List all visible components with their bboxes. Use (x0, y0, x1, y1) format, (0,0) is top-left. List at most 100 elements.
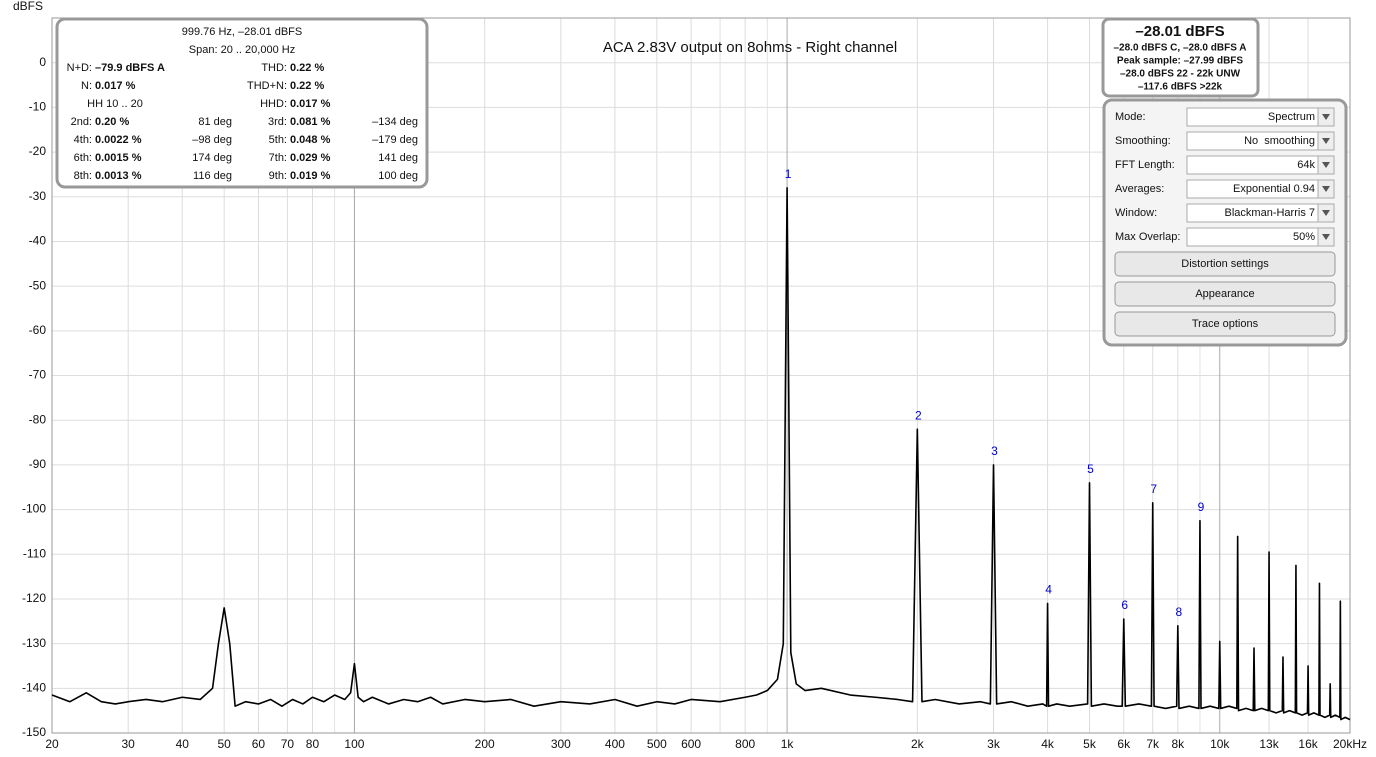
dropdown-value[interactable]: Exponential 0.94 (1233, 183, 1315, 195)
y-tick-label: -40 (29, 234, 47, 248)
panel-value: 0.0022 % (95, 134, 142, 146)
panel-value: 0.017 % (290, 98, 331, 110)
dropdown[interactable]: No smoothing (1186, 131, 1335, 151)
chart-title: ACA 2.83V output on 8ohms - Right channe… (603, 39, 897, 56)
phase: 100 deg (378, 170, 418, 182)
x-tick-label: 70 (281, 737, 295, 751)
dropdown[interactable]: Spectrum (1186, 107, 1335, 127)
panel-value: 0.22 % (290, 80, 324, 92)
panel-value: 0.0013 % (95, 170, 142, 182)
button-label[interactable]: Distortion settings (1181, 258, 1269, 270)
x-tick-label: 6k (1117, 737, 1131, 751)
y-tick-label: -120 (22, 591, 46, 605)
measurement-texts: 999.76 Hz, –28.01 dBFS Span: 20 .. 20,000… (67, 26, 418, 182)
panel-label: N+D: (67, 62, 92, 74)
panel-label: 9th: (269, 170, 287, 182)
panel-value: –79.9 dBFS A (95, 62, 165, 74)
y-tick-label: -150 (22, 725, 46, 739)
y-tick-label: -60 (29, 323, 47, 337)
controls: Mode: Spectrum Smoothing: No smoothing FFT L… (1114, 107, 1336, 337)
y-tick-label: -10 (29, 100, 47, 114)
dropdown[interactable]: Blackman-Harris 7 (1186, 203, 1335, 223)
button[interactable]: Trace options (1114, 311, 1336, 337)
y-tick-label: -50 (29, 278, 47, 292)
harmonic-label: 8 (1175, 605, 1182, 619)
y-tick-label: -110 (23, 546, 46, 560)
dropdown-arrow (1322, 210, 1330, 216)
x-tick-label: 400 (605, 737, 625, 751)
setting-label: Mode: (1115, 111, 1146, 123)
x-tick-label: 50 (217, 737, 231, 751)
x-tick-label: 200 (475, 737, 495, 751)
panel-label: 7th: (269, 152, 287, 164)
button[interactable]: Appearance (1114, 281, 1336, 307)
trace-layer: 1 2 3 4 5 6 7 8 9 (51, 167, 1351, 721)
button-face (1114, 281, 1336, 307)
level-line: –28.0 dBFS 22 - 22k UNW (1120, 69, 1241, 80)
x-tick-label: 16k (1298, 737, 1318, 751)
dropdown-arrow (1322, 186, 1330, 192)
x-tick-label: 1k (781, 737, 795, 751)
phase: 174 deg (192, 152, 232, 164)
button-face (1114, 251, 1336, 277)
panel-header: Span: 20 .. 20,000 Hz (189, 44, 295, 56)
level-main: –28.01 dBFS (1135, 23, 1224, 40)
button-label[interactable]: Appearance (1195, 288, 1254, 300)
dropdown-value[interactable]: Spectrum (1268, 111, 1315, 123)
y-tick-label: -130 (22, 636, 46, 650)
x-tick-label: 20 (45, 737, 59, 751)
dropdown[interactable]: 64k (1186, 155, 1335, 175)
dropdown[interactable]: Exponential 0.94 (1186, 179, 1335, 199)
dropdown-value[interactable]: 50% (1293, 231, 1315, 243)
phase: –179 deg (372, 134, 418, 146)
setting-label: Max Overlap: (1115, 231, 1180, 243)
harmonic-label: 4 (1045, 583, 1052, 597)
setting-label: FFT Length: (1115, 159, 1175, 171)
dropdown-arrow (1322, 138, 1330, 144)
x-tick-label: 600 (681, 737, 701, 751)
harmonic-label: 9 (1198, 500, 1205, 514)
y-tick-label: -70 (29, 368, 47, 382)
y-tick-label: -140 (22, 680, 46, 694)
y-tick-label: -90 (29, 457, 47, 471)
button-label[interactable]: Trace options (1192, 318, 1259, 330)
setting-label: Window: (1115, 207, 1157, 219)
y-axis-label: dBFS (13, 0, 43, 13)
x-tick-label: 10k (1210, 737, 1230, 751)
dropdown-value[interactable]: 64k (1297, 159, 1315, 171)
button[interactable]: Distortion settings (1114, 251, 1336, 277)
panel-value: 0.019 % (290, 170, 331, 182)
x-tick-label: 3k (987, 737, 1001, 751)
level-line: –117.6 dBFS >22k (1138, 82, 1223, 93)
panel-value: 0.0015 % (95, 152, 142, 164)
dropdown-arrow (1322, 162, 1330, 168)
panel-label: N: (81, 80, 92, 92)
measurement-panel (55, 17, 429, 189)
plot-border (51, 17, 1351, 734)
dropdown-arrow (1322, 114, 1330, 120)
panel-label: THD: (261, 62, 287, 74)
panel-label: 2nd: (71, 116, 92, 128)
spectrum-trace (51, 187, 1351, 721)
panel-value: 0.20 % (95, 116, 129, 128)
x-tick-label: 80 (306, 737, 320, 751)
x-tick-label: 30 (122, 737, 136, 751)
phase: 81 deg (198, 116, 232, 128)
x-tick-label: 5k (1083, 737, 1097, 751)
button-face (1114, 311, 1336, 337)
dropdown-value[interactable]: Blackman-Harris 7 (1225, 207, 1315, 219)
harmonic-label: 2 (915, 408, 922, 422)
x-tick-label: 800 (735, 737, 755, 751)
x-tick-label: 8k (1171, 737, 1185, 751)
dropdown-value[interactable]: No smoothing (1244, 135, 1315, 147)
panel-label: 5th: (269, 134, 287, 146)
panel-value: 0.048 % (290, 134, 331, 146)
x-tick-label: 7k (1146, 737, 1160, 751)
y-tick-label: -20 (29, 144, 47, 158)
panel-label: HHD: (260, 98, 287, 110)
level-texts: –28.01 dBFS –28.0 dBFS C, –28.0 dBFS A Pea… (1113, 23, 1246, 93)
x-tick-label: 13k (1259, 737, 1279, 751)
dropdown[interactable]: 50% (1186, 227, 1335, 247)
harmonic-label: 3 (991, 444, 998, 458)
y-tick-label: -100 (22, 502, 46, 516)
